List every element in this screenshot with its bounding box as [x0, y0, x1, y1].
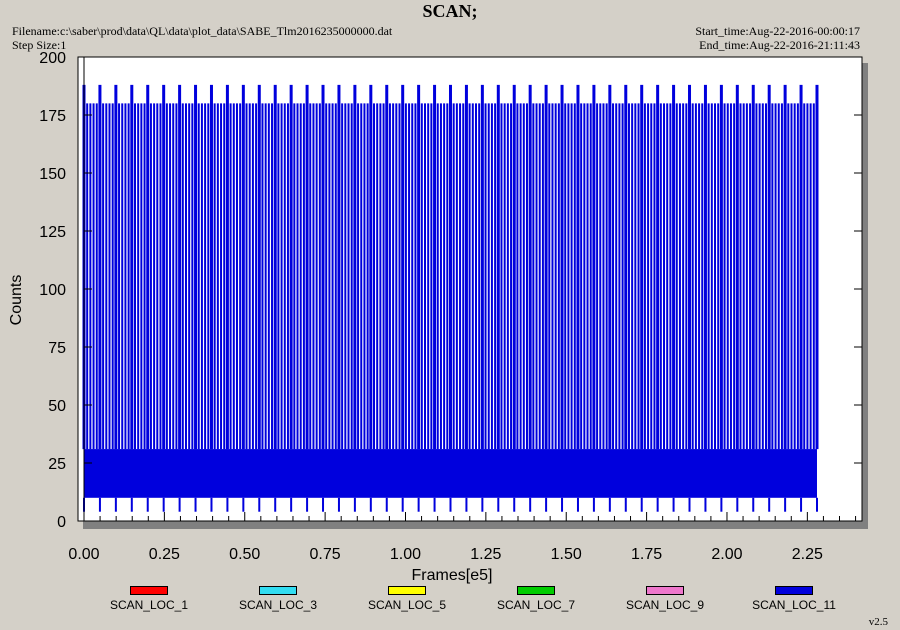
legend-item: SCAN_LOC_7 — [476, 586, 596, 612]
version-label: v2.5 — [868, 616, 888, 628]
x-axis-label: Frames[e5] — [412, 567, 493, 584]
start-time-label: Start_time:Aug-22-2016-00:00:17 — [695, 24, 860, 38]
y-tick-label: 175 — [39, 108, 66, 125]
x-tick-label: 1.75 — [631, 546, 662, 563]
y-tick-label: 75 — [48, 340, 66, 357]
x-tick-label: 0.75 — [310, 546, 341, 563]
legend-swatch — [517, 586, 555, 595]
baseline-band — [84, 449, 817, 498]
x-tick-label: 0.50 — [229, 546, 260, 563]
legend-label: SCAN_LOC_5 — [367, 598, 447, 612]
x-tick-label: 0.00 — [68, 546, 99, 563]
x-tick-label: 1.50 — [551, 546, 582, 563]
legend-swatch — [130, 586, 168, 595]
legend-label: SCAN_LOC_3 — [238, 598, 318, 612]
y-tick-label: 125 — [39, 224, 66, 241]
legend-swatch — [775, 586, 813, 595]
legend-swatch — [646, 586, 684, 595]
x-tick-label: 1.00 — [390, 546, 421, 563]
x-tick-label: 2.25 — [792, 546, 823, 563]
legend-item: SCAN_LOC_1 — [89, 586, 209, 612]
x-tick-label: 2.00 — [711, 546, 742, 563]
chart-title: SCAN; — [422, 1, 478, 21]
y-tick-label: 150 — [39, 166, 66, 183]
step-size-label: Step Size:1 — [12, 38, 67, 52]
legend-label: SCAN_LOC_1 — [109, 598, 189, 612]
y-tick-label: 25 — [48, 456, 66, 473]
legend-item: SCAN_LOC_11 — [734, 586, 854, 612]
legend-item: SCAN_LOC_9 — [605, 586, 725, 612]
y-axis-label: Counts — [8, 275, 25, 326]
y-tick-label: 200 — [39, 50, 66, 67]
y-tick-label: 100 — [39, 282, 66, 299]
legend: SCAN_LOC_1 SCAN_LOC_3 SCAN_LOC_5 SCAN_LOC_7… — [0, 586, 900, 616]
legend-label: SCAN_LOC_9 — [625, 598, 705, 612]
axis-layer: 0 25 50 75 100 125 150 175 200 0.00 0.25 0.50 0.75 1.… — [39, 50, 862, 563]
legend-label: SCAN_LOC_11 — [752, 598, 836, 612]
filename-label: Filename:c:\saber\prod\data\QL\data\plot… — [12, 24, 393, 38]
x-tick-label: 1.25 — [470, 546, 501, 563]
legend-item: SCAN_LOC_5 — [347, 586, 467, 612]
legend-label: SCAN_LOC_7 — [496, 598, 576, 612]
legend-swatch — [259, 586, 297, 595]
y-tick-label: 0 — [57, 514, 66, 531]
legend-item: SCAN_LOC_3 — [218, 586, 338, 612]
series-layer — [82, 84, 819, 512]
x-tick-label: 0.25 — [149, 546, 180, 563]
end-time-label: End_time:Aug-22-2016-21:11:43 — [699, 38, 860, 52]
legend-swatch — [388, 586, 426, 595]
y-tick-label: 50 — [48, 398, 66, 415]
